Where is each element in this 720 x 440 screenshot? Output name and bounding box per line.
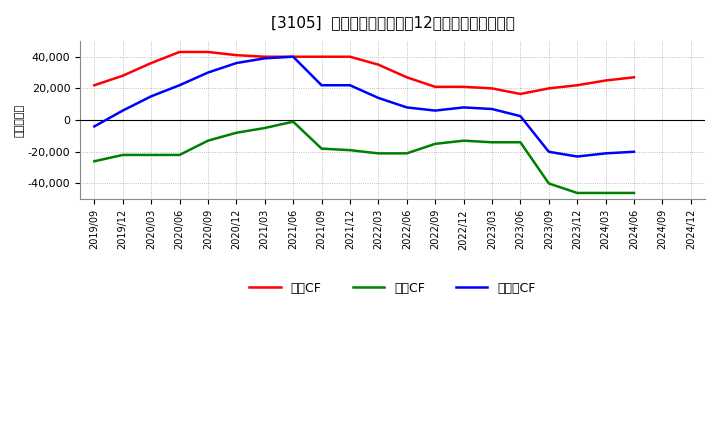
フリーCF <box>402 105 411 110</box>
投賄CF <box>289 119 297 125</box>
営業CF <box>147 60 156 66</box>
営業CF <box>90 83 99 88</box>
フリーCF <box>630 149 639 154</box>
フリーCF <box>431 108 439 113</box>
投賄CF <box>601 191 610 196</box>
フリーCF <box>374 95 383 101</box>
営業CF <box>487 86 496 91</box>
投賄CF <box>261 125 269 131</box>
投賄CF <box>573 191 582 196</box>
Line: 営業CF: 営業CF <box>94 52 634 94</box>
フリーCF <box>459 105 468 110</box>
営業CF <box>516 92 525 97</box>
Legend: 営業CF, 投賄CF, フリーCF: 営業CF, 投賄CF, フリーCF <box>244 277 541 300</box>
フリーCF <box>516 114 525 119</box>
営業CF <box>318 54 326 59</box>
投賄CF <box>374 151 383 156</box>
営業CF <box>630 75 639 80</box>
投賄CF <box>516 139 525 145</box>
営業CF <box>175 49 184 55</box>
フリーCF <box>175 83 184 88</box>
投賄CF <box>431 141 439 147</box>
フリーCF <box>289 54 297 59</box>
フリーCF <box>487 106 496 112</box>
投賄CF <box>90 159 99 164</box>
営業CF <box>601 78 610 83</box>
投賄CF <box>204 138 212 143</box>
投賄CF <box>147 152 156 158</box>
フリーCF <box>204 70 212 75</box>
フリーCF <box>232 60 240 66</box>
営業CF <box>232 52 240 58</box>
投賄CF <box>487 139 496 145</box>
投賄CF <box>630 191 639 196</box>
フリーCF <box>601 151 610 156</box>
フリーCF <box>90 124 99 129</box>
営業CF <box>261 54 269 59</box>
営業CF <box>402 75 411 80</box>
投賄CF <box>232 130 240 136</box>
Line: 投賄CF: 投賄CF <box>94 122 634 193</box>
営業CF <box>118 73 127 78</box>
フリーCF <box>346 83 354 88</box>
営業CF <box>573 83 582 88</box>
投賄CF <box>459 138 468 143</box>
フリーCF <box>573 154 582 159</box>
営業CF <box>544 86 553 91</box>
フリーCF <box>544 149 553 154</box>
投賄CF <box>318 146 326 151</box>
営業CF <box>374 62 383 67</box>
営業CF <box>346 54 354 59</box>
フリーCF <box>118 108 127 113</box>
投賄CF <box>346 147 354 153</box>
投賄CF <box>175 152 184 158</box>
Y-axis label: （百万円）: （百万円） <box>15 103 25 137</box>
フリーCF <box>318 83 326 88</box>
営業CF <box>204 49 212 55</box>
投賄CF <box>402 151 411 156</box>
営業CF <box>431 84 439 89</box>
営業CF <box>289 54 297 59</box>
投賄CF <box>118 152 127 158</box>
Title: [3105]  キャッシュフローの12か月移動合計の推移: [3105] キャッシュフローの12か月移動合計の推移 <box>271 15 515 30</box>
投賄CF <box>544 181 553 186</box>
フリーCF <box>147 94 156 99</box>
フリーCF <box>261 56 269 61</box>
営業CF <box>459 84 468 89</box>
Line: フリーCF: フリーCF <box>94 57 634 157</box>
